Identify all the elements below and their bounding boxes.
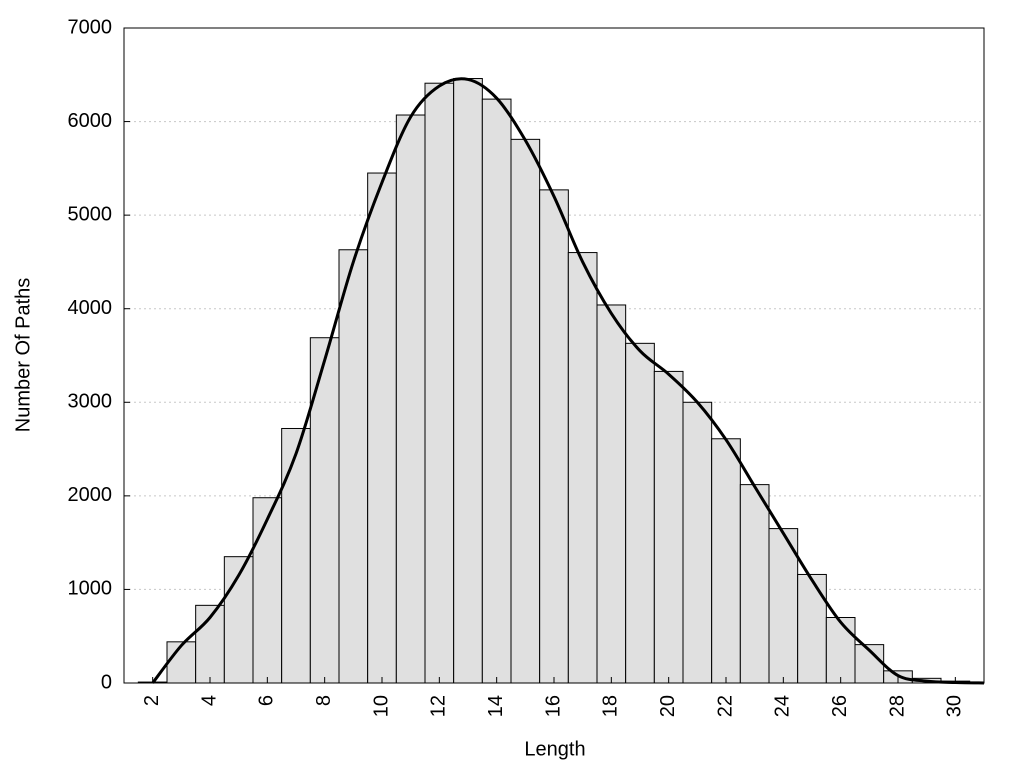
x-tick-label: 10 [370, 695, 392, 717]
x-tick-label: 16 [542, 695, 564, 717]
plot-frame [123, 27, 985, 684]
x-tick-label: 2 [141, 695, 163, 706]
bar [711, 438, 741, 684]
x-tick-label: 18 [600, 695, 622, 717]
bar [596, 304, 627, 684]
bar [653, 370, 684, 684]
bar [739, 484, 770, 684]
x-tick-label: 20 [657, 695, 679, 717]
bar [367, 172, 397, 684]
y-tick-label: 0 [101, 671, 112, 693]
x-tick-label: 24 [772, 695, 794, 717]
x-tick-label: 14 [485, 695, 507, 717]
x-tick-label: 30 [944, 695, 966, 717]
density-curve [151, 77, 985, 685]
bar [424, 82, 455, 684]
bar [567, 252, 598, 684]
x-tick-label: 12 [428, 695, 450, 717]
x-tick-label: 28 [886, 695, 908, 717]
bar [625, 342, 655, 684]
bar [166, 641, 197, 684]
x-tick-label: 26 [829, 695, 851, 717]
y-tick-label: 7000 [68, 16, 113, 38]
y-tick-label: 1000 [68, 578, 113, 600]
y-tick-label: 5000 [68, 203, 113, 225]
x-tick-label: 6 [256, 695, 278, 706]
bar [510, 138, 541, 684]
y-tick-label: 6000 [68, 110, 113, 132]
x-tick-label: 4 [198, 695, 220, 706]
bar [539, 189, 569, 684]
x-axis-label: Length [524, 738, 585, 760]
x-tick-label: 8 [313, 695, 335, 706]
bar [682, 401, 713, 684]
bar [453, 78, 483, 684]
bar [338, 249, 369, 684]
bar [481, 98, 512, 684]
bar [797, 573, 827, 684]
bar [281, 427, 311, 684]
bar [768, 528, 799, 684]
y-tick-label: 3000 [68, 391, 113, 413]
bar [252, 497, 283, 684]
y-axis-label: Number Of Paths [12, 278, 34, 433]
x-tick-label: 22 [714, 695, 736, 717]
y-tick-label: 4000 [68, 297, 113, 319]
bar [395, 114, 426, 684]
bar [825, 617, 856, 684]
y-tick-label: 2000 [68, 484, 113, 506]
